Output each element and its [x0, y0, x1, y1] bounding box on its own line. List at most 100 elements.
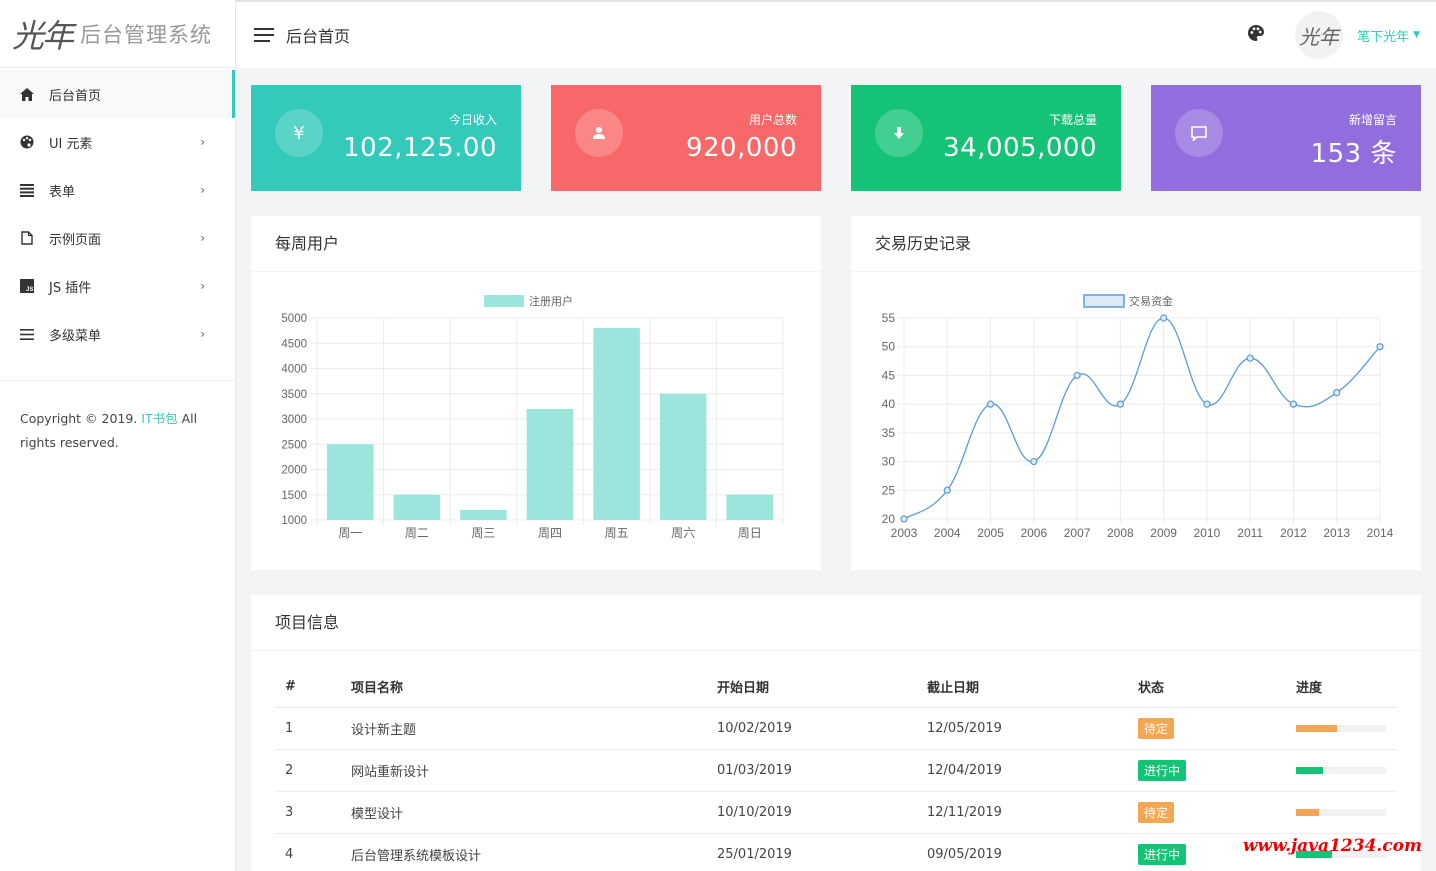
y-tick-label: 35 [882, 426, 896, 440]
legend-label: 交易资金 [1129, 294, 1173, 308]
progress-track [1296, 724, 1386, 732]
sidebar-menu: 后台首页 UI 元素 › 表单 › 示例页面 › JS [0, 68, 235, 358]
sidebar-item-label: UI 元素 [49, 136, 93, 152]
sidebar-item-ui[interactable]: UI 元素 › [0, 118, 235, 166]
stat-card-downloads: 下载总量 34,005,000 [851, 85, 1121, 191]
copyright-link[interactable]: IT书包 [141, 411, 178, 426]
legend-swatch [484, 295, 524, 307]
data-point [1333, 389, 1341, 397]
stat-label: 今日收入 [448, 113, 497, 127]
cell-status: 进行中 [1138, 749, 1296, 792]
caret-down-icon[interactable]: ▼ [1413, 30, 1420, 40]
bar [726, 494, 773, 520]
cell-end: 12/05/2019 [927, 707, 1138, 750]
y-tick-label: 40 [882, 397, 896, 411]
list-icon [20, 183, 34, 197]
table-row[interactable]: 4 后台管理系统模板设计 25/01/2019 09/05/2019 进行中 [275, 833, 1397, 871]
theme-palette-icon[interactable] [1247, 24, 1265, 46]
stat-label: 用户总数 [748, 113, 797, 127]
chevron-right-icon: › [200, 327, 205, 341]
logo-text: 后台管理系统 [80, 22, 213, 47]
sidebar-item-label: 表单 [49, 184, 76, 200]
y-tick-label: 1000 [281, 515, 307, 527]
js-icon: JS [20, 279, 34, 293]
series-line [903, 317, 1381, 520]
data-point [1289, 400, 1298, 408]
x-tick-label: 2012 [1280, 526, 1307, 540]
copyright-suffix: All rights reserved. [20, 411, 198, 450]
stat-value: 920,000 [685, 133, 797, 163]
status-badge: 待定 [1138, 801, 1175, 823]
col-header-id: # [275, 667, 351, 708]
home-icon [20, 87, 34, 101]
sidebar-item-multilevel[interactable]: 多级菜单 › [0, 310, 235, 358]
yen-icon: ¥ [275, 109, 323, 157]
x-tick-label: 周一 [338, 526, 362, 540]
data-point [1376, 343, 1384, 351]
stat-card-users: 用户总数 920,000 [551, 85, 821, 191]
sidebar: 光年 后台管理系统 后台首页 UI 元素 › 表单 › [0, 0, 236, 871]
logo[interactable]: 光年 后台管理系统 [0, 0, 235, 68]
table-row[interactable]: 2 网站重新设计 01/03/2019 12/04/2019 进行中 [275, 749, 1397, 792]
y-tick-label: 4000 [281, 364, 307, 376]
data-point [943, 486, 951, 494]
y-tick-label: 30 [882, 455, 896, 469]
bar [526, 408, 574, 520]
y-tick-label: 2500 [281, 439, 307, 451]
menu-toggle-icon[interactable] [254, 28, 274, 42]
svg-text:JS: JS [26, 287, 33, 293]
sidebar-item-forms[interactable]: 表单 › [0, 166, 235, 214]
x-tick-label: 2014 [1367, 526, 1394, 540]
x-tick-label: 2006 [1020, 526, 1047, 540]
copyright-text: Copyright © 2019. [20, 411, 142, 426]
progress-bar [1296, 850, 1332, 858]
sidebar-divider [0, 380, 235, 381]
projects-table: # 项目名称 开始日期 截止日期 状态 进度 1 设计新主题 10/02/2019 1… [275, 667, 1397, 871]
file-icon [20, 231, 34, 245]
panel-title: 每周用户 [251, 216, 821, 272]
x-tick-label: 2013 [1323, 526, 1350, 540]
status-badge: 待定 [1138, 717, 1175, 739]
data-point [1160, 314, 1168, 322]
cell-status: 待定 [1138, 791, 1296, 834]
cell-start: 01/03/2019 [717, 749, 927, 792]
panel-title: 交易历史记录 [851, 216, 1421, 272]
user-icon [575, 109, 623, 157]
x-tick-label: 2005 [977, 526, 1004, 540]
y-tick-label: 3000 [281, 414, 307, 426]
y-tick-label: 2000 [281, 465, 307, 477]
weekly-users-chart: 注册用户 1000 1500 2000 2500 3000 3500 4000 4500 5000… [281, 294, 784, 540]
cell-name: 网站重新设计 [351, 749, 717, 792]
logo-mark: 光年 [12, 16, 74, 55]
table-row[interactable]: 1 设计新主题 10/02/2019 12/05/2019 待定 [275, 707, 1397, 750]
table-row[interactable]: 3 模型设计 10/10/2019 12/11/2019 待定 [275, 791, 1397, 834]
y-tick-label: 3500 [281, 389, 307, 401]
sidebar-item-home[interactable]: 后台首页 [0, 70, 235, 118]
copyright: Copyright © 2019. IT书包 All rights reserv… [0, 381, 235, 481]
cell-start: 10/02/2019 [717, 707, 927, 750]
header-right: 光年 笔下光年 ▼ [1247, 2, 1420, 68]
bar [393, 494, 441, 520]
data-point [1030, 457, 1038, 466]
cell-id: 1 [275, 707, 351, 750]
cell-progress [1296, 707, 1397, 750]
stat-label: 下载总量 [1048, 113, 1097, 127]
progress-track [1296, 766, 1386, 774]
panel-title: 项目信息 [251, 595, 1421, 651]
y-tick-label: 1500 [281, 490, 307, 502]
download-icon [875, 109, 923, 157]
avatar[interactable]: 光年 [1295, 11, 1344, 59]
cell-end: 12/04/2019 [927, 749, 1138, 792]
stat-card-messages: 新增留言 153 条 [1151, 85, 1421, 191]
sidebar-item-js[interactable]: JS JS 插件 › [0, 262, 235, 310]
x-tick-label: 2010 [1194, 526, 1221, 540]
transactions-chart: 交易资金 20 25 30 35 40 45 50 55 2003 2004 2005 2006 2007… [882, 294, 1394, 540]
user-dropdown[interactable]: 笔下光年 [1357, 29, 1410, 45]
progress-track [1296, 850, 1386, 858]
progress-bar [1296, 724, 1337, 732]
bar [659, 393, 707, 520]
data-point [1116, 400, 1124, 408]
y-tick-label: 25 [882, 483, 896, 497]
y-tick-label: 4500 [281, 338, 307, 350]
sidebar-item-examples[interactable]: 示例页面 › [0, 214, 235, 262]
